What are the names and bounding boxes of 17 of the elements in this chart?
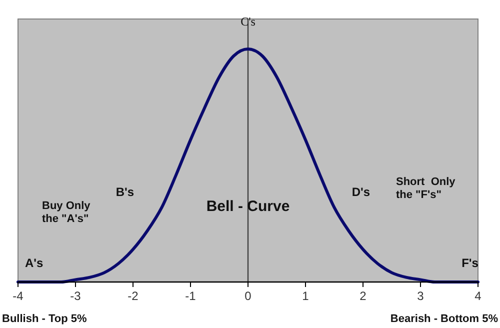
annotation: D's xyxy=(352,185,370,199)
annotation: Short Only the "F's" xyxy=(396,176,456,201)
x-tick-label: 1 xyxy=(302,289,310,303)
x-tick-label: 4 xyxy=(474,289,482,303)
x-tick-label: -3 xyxy=(70,289,82,303)
x-tick-label: -4 xyxy=(12,289,24,303)
annotation: F's xyxy=(462,256,479,270)
annotation: Buy Only the "A's" xyxy=(42,200,92,225)
text: Bearish - Bottom 5% xyxy=(390,313,498,325)
x-tick-label: -1 xyxy=(185,289,196,303)
text: Bullish - Top 5% xyxy=(2,313,87,325)
x-tick-label: 0 xyxy=(244,289,252,303)
x-tick-label: 3 xyxy=(417,289,424,303)
x-tick-label: -2 xyxy=(128,289,139,303)
annotation: B's xyxy=(116,185,134,199)
x-tick-label: 2 xyxy=(360,289,367,303)
annotation: A's xyxy=(25,256,44,270)
